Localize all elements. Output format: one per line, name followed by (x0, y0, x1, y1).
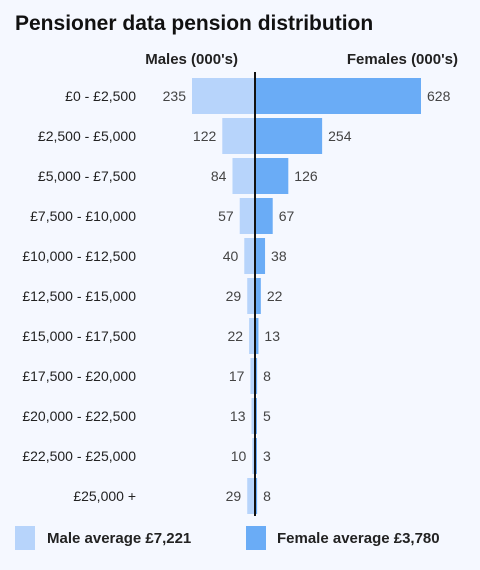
female-value-label: 67 (279, 208, 295, 224)
category-label: £7,500 - £10,000 (30, 208, 136, 224)
male-value-label: 29 (226, 488, 242, 504)
female-value-label: 628 (427, 88, 451, 104)
female-bar (255, 358, 258, 394)
male-value-label: 29 (226, 288, 242, 304)
male-value-label: 122 (193, 128, 217, 144)
category-label: £17,500 - £20,000 (22, 368, 136, 384)
male-bar (251, 398, 255, 434)
male-bar (252, 438, 255, 474)
male-value-label: 40 (223, 248, 239, 264)
female-bar (255, 158, 289, 194)
females-header: Females (000's) (347, 51, 458, 68)
female-bar (255, 278, 261, 314)
male-value-label: 57 (218, 208, 234, 224)
male-bar (192, 78, 255, 114)
male-value-label: 17 (229, 368, 245, 384)
male-value-label: 22 (228, 328, 244, 344)
category-label: £10,000 - £12,500 (22, 248, 136, 264)
category-label: £25,000 + (73, 488, 136, 504)
female-bar (255, 238, 266, 274)
male-value-label: 235 (163, 88, 187, 104)
female-bar (255, 78, 421, 114)
female-value-label: 254 (328, 128, 352, 144)
category-label: £0 - £2,500 (65, 88, 136, 104)
female-value-label: 8 (263, 488, 271, 504)
female-value-label: 38 (271, 248, 287, 264)
female-bar (255, 478, 258, 514)
female-bar (255, 318, 259, 354)
category-label: £5,000 - £7,500 (38, 168, 136, 184)
female-value-label: 126 (294, 168, 318, 184)
female-value-label: 13 (264, 328, 280, 344)
female-value-label: 5 (263, 408, 271, 424)
male-value-label: 10 (231, 448, 247, 464)
male-bar (222, 118, 255, 154)
male-value-label: 84 (211, 168, 227, 184)
female-bar (255, 198, 273, 234)
category-label: £15,000 - £17,500 (22, 328, 136, 344)
category-label: £22,500 - £25,000 (22, 448, 136, 464)
legend-male-label: Male average £7,221 (47, 530, 191, 547)
legend-female-label: Female average £3,780 (277, 530, 440, 547)
males-header: Males (000's) (145, 51, 238, 68)
category-label: £12,500 - £15,000 (22, 288, 136, 304)
male-bar (247, 478, 255, 514)
male-bar (232, 158, 255, 194)
male-value-label: 13 (230, 408, 246, 424)
male-bar (244, 238, 255, 274)
labels-layer: £0 - £2,500 235 628 £2,500 - £5,000 122 254 £5… (22, 88, 450, 504)
male-bar (239, 198, 255, 234)
female-bar (255, 118, 323, 154)
female-value-label: 3 (263, 448, 271, 464)
legend-female-swatch (246, 526, 266, 550)
male-bar (250, 358, 255, 394)
female-value-label: 8 (263, 368, 271, 384)
legend-male-swatch (15, 526, 35, 550)
male-bar (247, 278, 255, 314)
female-value-label: 22 (267, 288, 283, 304)
category-label: £20,000 - £22,500 (22, 408, 136, 424)
male-bar (249, 318, 255, 354)
category-label: £2,500 - £5,000 (38, 128, 136, 144)
bars-layer (192, 78, 421, 514)
chart-title: Pensioner data pension distribution (15, 12, 373, 35)
